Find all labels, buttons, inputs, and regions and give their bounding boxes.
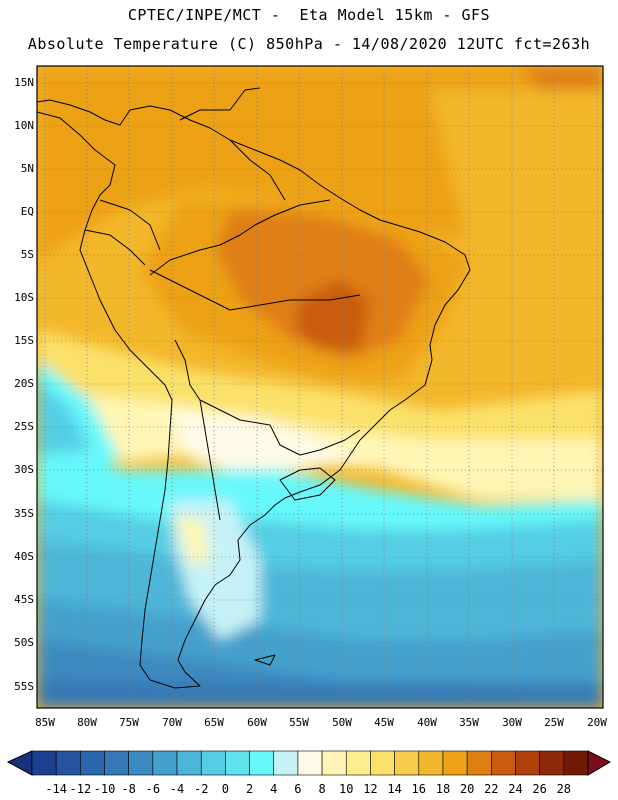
colorbar-tick-label: -10 <box>93 782 116 796</box>
colorbar-segment <box>418 750 444 776</box>
latitude-label: 5S <box>20 248 34 261</box>
colorbar-segment <box>515 750 540 776</box>
longitude-label: 45W <box>374 716 394 729</box>
colorbar-tick-label: 4 <box>270 782 278 796</box>
colorbar-tick-label: 2 <box>245 782 254 796</box>
colorbar-segment <box>176 750 202 776</box>
latitude-label: 50S <box>14 636 34 649</box>
colorbar-tick-label: 18 <box>435 782 451 796</box>
colorbar-tick-label: 24 <box>508 782 523 796</box>
colorbar-segment <box>345 750 371 776</box>
colorbar-over-arrow <box>587 750 612 776</box>
colorbar-tick-label: -14 <box>45 782 68 796</box>
chart-title-line1: CPTEC/INPE/MCT - Eta Model 15km - GFS <box>127 6 491 24</box>
colorbar-tick-label: 6 <box>294 782 302 796</box>
latitude-label: 35S <box>14 507 34 520</box>
colorbar-segment <box>273 750 299 776</box>
colorbar-segment <box>128 750 154 776</box>
colorbar-tick-label: 16 <box>411 782 426 796</box>
coastline <box>37 87 471 689</box>
colorbar-tick-label: 12 <box>363 782 378 796</box>
longitude-label: 80W <box>77 716 97 729</box>
latitude-label: 55S <box>14 680 34 693</box>
colorbar-tick-label: -12 <box>69 782 92 796</box>
latitude-label: 10S <box>14 291 34 304</box>
longitude-label: 35W <box>459 716 479 729</box>
longitude-label: 75W <box>119 716 139 729</box>
colorbar-tick-label: 22 <box>484 782 499 796</box>
colorbar-segment <box>249 750 275 776</box>
colorbar-segment <box>297 750 323 776</box>
colorbar-segment <box>80 750 105 776</box>
colorbar-tick-label: 0 <box>221 782 229 796</box>
latitude-label: 15N <box>14 76 34 89</box>
chart-title-line2: Absolute Temperature (C) 850hPa - 14/08/… <box>27 35 591 53</box>
colorbar-tick-label: 8 <box>318 782 326 796</box>
latitude-label: 25S <box>14 420 34 433</box>
colorbar-segment <box>466 750 492 776</box>
longitude-label: 60W <box>247 716 267 729</box>
colorbar-segment <box>442 750 468 776</box>
longitude-label: 30W <box>502 716 522 729</box>
latitude-label: 5N <box>20 162 34 175</box>
latitude-label: 45S <box>14 593 34 606</box>
colorbar-segment <box>104 750 129 776</box>
temperature-field <box>37 66 603 708</box>
colorbar-segment <box>563 750 589 776</box>
colorbar-tick-label: 26 <box>532 782 547 796</box>
longitude-label: 85W <box>35 716 55 729</box>
colorbar-tick-label: 20 <box>459 782 475 796</box>
longitude-label: 40W <box>417 716 437 729</box>
colorbar-tick-label: -8 <box>121 782 136 796</box>
longitude-label: 50W <box>332 716 352 729</box>
map-frame <box>36 65 604 709</box>
latitude-label: 30S <box>14 463 34 476</box>
longitude-label: 70W <box>162 716 182 729</box>
colorbar-segment <box>152 750 178 776</box>
colorbar-segment <box>394 750 420 776</box>
colorbar-segment <box>321 750 347 776</box>
latitude-label: EQ <box>20 205 34 218</box>
colorbar-segment <box>225 750 250 776</box>
longitude-label: 25W <box>544 716 564 729</box>
latitude-label: 15S <box>14 334 34 347</box>
colorbar <box>6 750 612 776</box>
latitude-label: 40S <box>14 550 34 563</box>
colorbar-segment <box>370 750 395 776</box>
longitude-label: 65W <box>204 716 224 729</box>
longitude-label: 20W <box>587 716 607 729</box>
latitude-label: 20S <box>14 377 34 390</box>
colorbar-segment <box>31 750 57 776</box>
colorbar-tick-label: 10 <box>339 782 354 796</box>
colorbar-segment <box>55 750 81 776</box>
colorbar-tick-label: 28 <box>556 782 572 796</box>
colorbar-segment <box>491 750 516 776</box>
colorbar-tick-label: 14 <box>387 782 402 796</box>
colorbar-segment <box>200 750 226 776</box>
colorbar-segment <box>539 750 565 776</box>
longitude-label: 55W <box>289 716 309 729</box>
colorbar-under-arrow <box>6 750 33 776</box>
colorbar-tick-label: -4 <box>169 782 185 796</box>
latitude-label: 10N <box>14 119 34 132</box>
colorbar-tick-label: -2 <box>193 782 209 796</box>
colorbar-tick-label: -6 <box>145 782 161 796</box>
